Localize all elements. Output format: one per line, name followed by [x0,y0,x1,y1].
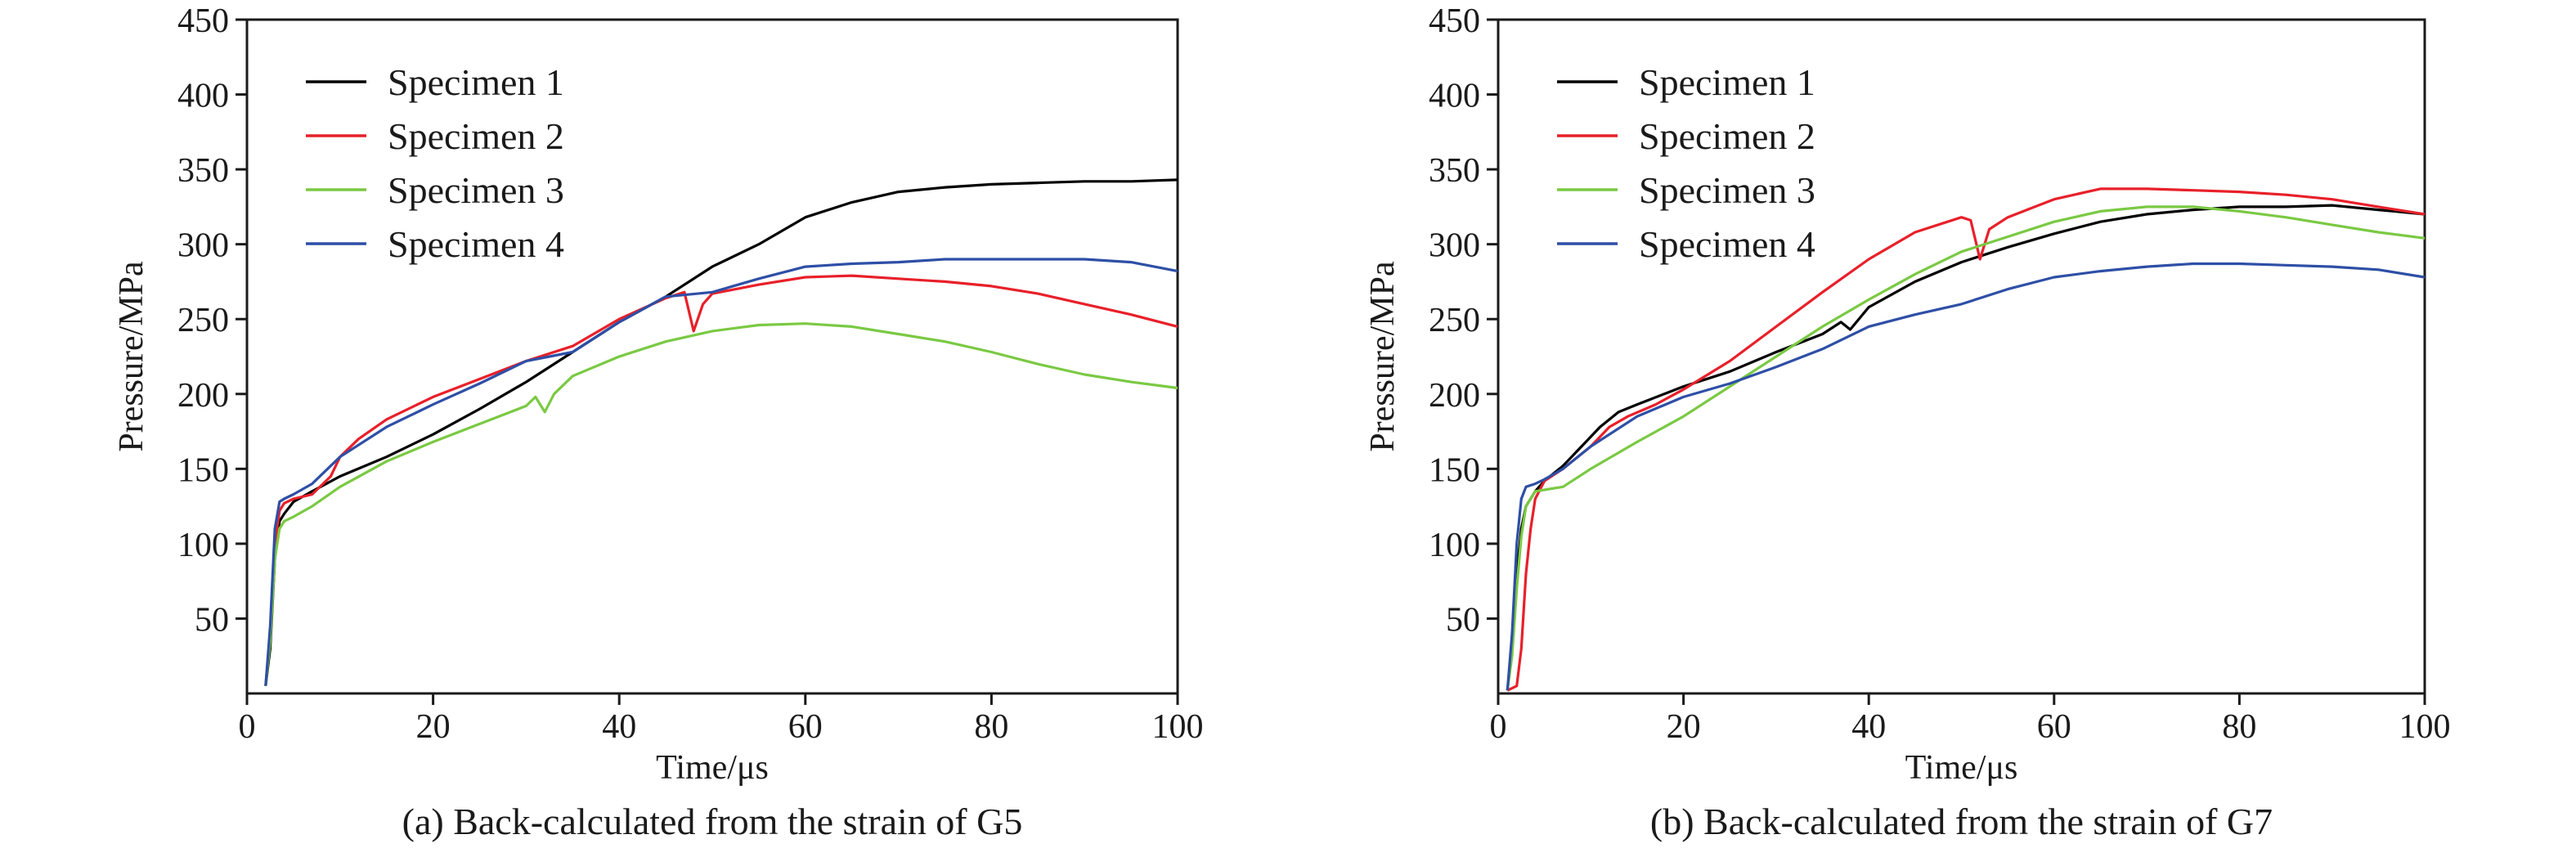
chart-panel-1: 0 20 40 60 80 100 50 100 150 200 250 300 350 400 450 Ti… [113,2,1204,842]
x-tick-label: 60 [788,708,823,746]
series-line-specimen-2 [1506,187,2426,692]
y-tick-label: 200 [177,377,229,415]
y-axis-label: Pressure/MPa [113,261,150,452]
y-tick-label: 350 [177,152,229,190]
y-tick-label: 250 [1429,302,1480,339]
y-axis-label: Pressure/MPa [1364,261,1402,452]
y-tick-label: 300 [1429,227,1480,265]
y-tick-label: 150 [177,451,229,489]
chart-panel-2: 0 20 40 60 80 100 50 100 150 200 250 300 350 400 450 Ti… [1364,2,2451,842]
panel-caption: (a) Back-calculated from the strain of G… [402,801,1023,842]
x-tick-label: 40 [602,708,636,746]
x-tick-label: 100 [2399,708,2451,746]
x-tick-label: 80 [2222,708,2256,746]
legend-label-specimen-4: Specimen 4 [1639,223,1815,265]
y-tick-label: 450 [1429,2,1480,40]
series-line-specimen-1 [1506,204,2426,691]
y-tick-label: 50 [1446,601,1480,639]
series-line-specimen-4 [1506,262,2426,691]
series-line-specimen-3 [264,322,1178,686]
x-tick-label: 40 [1851,708,1886,746]
legend-label-specimen-3: Specimen 3 [1639,169,1815,211]
y-tick-label: 100 [177,527,229,564]
x-tick-label: 20 [416,708,451,746]
y-tick-label: 50 [195,601,229,639]
y-tick-label: 450 [177,2,229,40]
legend-label-specimen-4: Specimen 4 [388,223,564,265]
series-line-specimen-2 [264,274,1178,686]
y-tick-label: 150 [1429,451,1480,489]
y-tick-label: 300 [177,227,229,265]
x-axis-label: Time/μs [1905,749,2018,787]
x-tick-label: 60 [2037,708,2071,746]
plot-frame [245,18,1179,695]
x-tick-label: 0 [239,708,256,746]
x-tick-label: 20 [1667,708,1701,746]
series-line-specimen-3 [1506,205,2426,691]
y-tick-label: 400 [177,78,229,115]
y-tick-label: 400 [1429,78,1480,115]
legend-label-specimen-3: Specimen 3 [388,169,564,211]
x-tick-label: 100 [1152,708,1204,746]
legend-label-specimen-1: Specimen 1 [1639,61,1815,103]
y-tick-label: 250 [177,302,229,339]
x-tick-label: 80 [974,708,1008,746]
plot-frame [1497,18,2426,695]
legend-label-specimen-2: Specimen 2 [388,115,564,157]
y-tick-label: 350 [1429,152,1480,190]
panel-caption: (b) Back-calculated from the strain of G… [1650,801,2273,842]
x-tick-label: 0 [1490,708,1507,746]
y-tick-label: 100 [1429,527,1480,564]
series-line-specimen-4 [264,258,1178,686]
x-axis-label: Time/μs [656,749,769,787]
legend-label-specimen-1: Specimen 1 [388,61,564,103]
legend-label-specimen-2: Specimen 2 [1639,115,1815,157]
y-tick-label: 200 [1429,377,1480,415]
